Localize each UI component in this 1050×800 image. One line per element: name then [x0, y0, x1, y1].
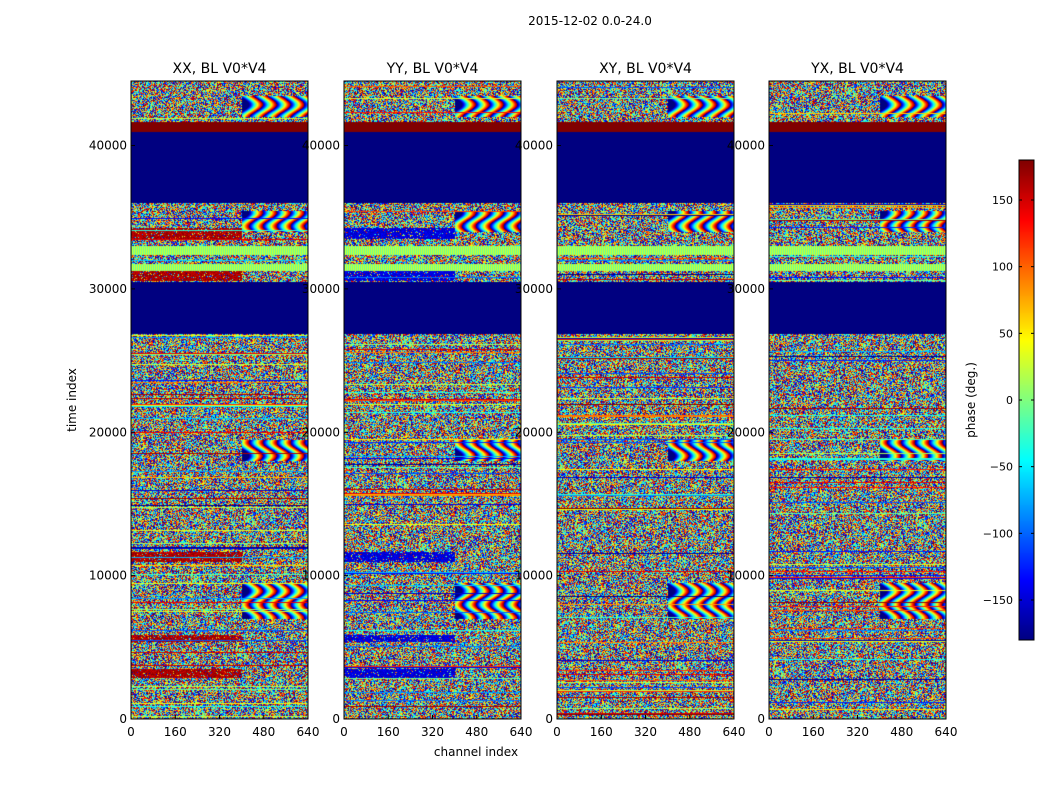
y-tick-label: 30000 — [89, 282, 127, 296]
y-tick-label: 20000 — [89, 425, 127, 439]
colorbar-tick-label: −100 — [983, 527, 1013, 540]
colorbar-tick-label: 100 — [992, 261, 1013, 274]
y-tick-label: 20000 — [727, 425, 765, 439]
y-tick-label: 40000 — [89, 139, 127, 153]
x-tick-label: 160 — [802, 725, 825, 739]
x-tick-label: 0 — [765, 725, 773, 739]
y-axis-label: time index — [65, 368, 79, 432]
x-tick-label: 320 — [421, 725, 444, 739]
heatmap-image-xx — [131, 81, 308, 719]
y-tick-label: 0 — [545, 712, 553, 726]
y-tick-label: 10000 — [89, 569, 127, 583]
y-tick-label: 40000 — [515, 139, 553, 153]
x-tick-label: 320 — [208, 725, 231, 739]
x-tick-label: 480 — [252, 725, 275, 739]
colorbar-gradient — [1019, 160, 1034, 640]
y-tick-label: 20000 — [302, 425, 340, 439]
colorbar-tick-label: 50 — [999, 327, 1013, 340]
panel-title-yy: YY, BL V0*V4 — [386, 61, 479, 77]
y-tick-label: 0 — [757, 712, 765, 726]
x-tick-label: 640 — [510, 725, 533, 739]
x-tick-label: 0 — [340, 725, 348, 739]
y-tick-label: 40000 — [727, 139, 765, 153]
y-tick-label: 0 — [119, 712, 127, 726]
colorbar-tick-label: 150 — [992, 194, 1013, 207]
y-tick-label: 0 — [332, 712, 340, 726]
x-tick-label: 320 — [634, 725, 657, 739]
heatmap-image-yx — [769, 81, 946, 719]
colorbar-tick-label: −50 — [990, 461, 1013, 474]
x-tick-label: 480 — [890, 725, 913, 739]
y-tick-label: 20000 — [515, 425, 553, 439]
figure-suptitle: 2015-12-02 0.0-24.0 — [528, 14, 652, 28]
panel-title-xy: XY, BL V0*V4 — [599, 61, 692, 77]
x-tick-label: 0 — [553, 725, 561, 739]
colorbar-tick-label: −150 — [983, 594, 1013, 607]
x-tick-label: 160 — [377, 725, 400, 739]
y-tick-label: 30000 — [727, 282, 765, 296]
x-tick-label: 480 — [678, 725, 701, 739]
y-tick-label: 10000 — [727, 569, 765, 583]
y-tick-label: 30000 — [515, 282, 553, 296]
y-tick-label: 30000 — [302, 282, 340, 296]
x-tick-label: 640 — [723, 725, 746, 739]
panel-title-yx: YX, BL V0*V4 — [810, 61, 904, 77]
colorbar-label: phase (deg.) — [964, 362, 978, 438]
x-tick-label: 0 — [127, 725, 135, 739]
colorbar-tick-label: 0 — [1006, 394, 1013, 407]
x-tick-label: 480 — [465, 725, 488, 739]
panel-title-xx: XX, BL V0*V4 — [173, 61, 267, 77]
x-tick-label: 320 — [846, 725, 869, 739]
heatmap-image-yy — [344, 81, 521, 719]
y-tick-label: 10000 — [302, 569, 340, 583]
x-tick-label: 160 — [590, 725, 613, 739]
x-tick-label: 640 — [297, 725, 320, 739]
y-tick-label: 10000 — [515, 569, 553, 583]
x-axis-label: channel index — [434, 745, 518, 759]
x-tick-label: 640 — [935, 725, 958, 739]
heatmap-image-xy — [557, 81, 734, 719]
x-tick-label: 160 — [164, 725, 187, 739]
y-tick-label: 40000 — [302, 139, 340, 153]
